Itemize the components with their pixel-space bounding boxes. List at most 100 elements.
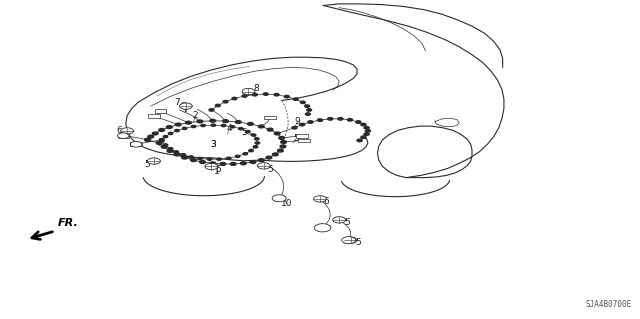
Text: 7: 7 bbox=[174, 99, 180, 108]
Circle shape bbox=[272, 195, 286, 202]
Circle shape bbox=[223, 100, 228, 103]
Circle shape bbox=[259, 159, 264, 161]
Circle shape bbox=[168, 148, 173, 150]
Text: 10: 10 bbox=[281, 199, 292, 208]
Circle shape bbox=[241, 162, 246, 165]
Circle shape bbox=[163, 144, 168, 146]
Circle shape bbox=[263, 93, 268, 95]
Circle shape bbox=[239, 128, 243, 130]
Circle shape bbox=[189, 156, 193, 158]
FancyBboxPatch shape bbox=[131, 142, 142, 146]
Text: 5: 5 bbox=[242, 128, 248, 137]
FancyBboxPatch shape bbox=[317, 226, 328, 230]
Circle shape bbox=[338, 118, 343, 120]
FancyBboxPatch shape bbox=[118, 134, 129, 137]
Circle shape bbox=[266, 156, 272, 159]
Circle shape bbox=[278, 149, 284, 152]
Text: 5: 5 bbox=[145, 160, 150, 169]
Circle shape bbox=[253, 146, 258, 148]
Text: 5: 5 bbox=[355, 238, 361, 247]
Text: 5: 5 bbox=[215, 165, 221, 174]
Circle shape bbox=[159, 139, 164, 141]
Circle shape bbox=[230, 162, 236, 165]
Circle shape bbox=[145, 138, 150, 141]
Circle shape bbox=[252, 93, 257, 96]
Circle shape bbox=[198, 158, 202, 160]
Circle shape bbox=[168, 132, 173, 135]
FancyBboxPatch shape bbox=[264, 116, 276, 120]
Circle shape bbox=[156, 142, 162, 145]
Circle shape bbox=[281, 141, 287, 144]
Circle shape bbox=[118, 133, 129, 138]
Text: 4: 4 bbox=[227, 124, 232, 133]
Circle shape bbox=[167, 150, 173, 152]
Circle shape bbox=[182, 127, 187, 130]
Circle shape bbox=[274, 93, 279, 96]
Circle shape bbox=[243, 153, 248, 155]
Circle shape bbox=[342, 237, 356, 244]
Circle shape bbox=[230, 126, 235, 128]
Circle shape bbox=[305, 105, 310, 108]
Circle shape bbox=[159, 139, 164, 141]
Circle shape bbox=[211, 124, 216, 126]
Circle shape bbox=[121, 128, 134, 134]
Circle shape bbox=[257, 163, 270, 169]
Text: 3: 3 bbox=[210, 140, 216, 149]
Circle shape bbox=[174, 151, 179, 153]
Circle shape bbox=[300, 123, 305, 126]
Circle shape bbox=[174, 153, 180, 156]
Circle shape bbox=[131, 141, 142, 147]
Circle shape bbox=[250, 160, 256, 163]
Circle shape bbox=[284, 95, 289, 98]
Circle shape bbox=[249, 150, 253, 152]
Circle shape bbox=[175, 130, 179, 132]
Circle shape bbox=[268, 128, 273, 131]
Circle shape bbox=[201, 124, 205, 127]
Text: 5: 5 bbox=[344, 218, 349, 227]
Circle shape bbox=[191, 159, 196, 161]
Circle shape bbox=[236, 121, 241, 123]
Circle shape bbox=[300, 101, 305, 104]
Circle shape bbox=[152, 132, 158, 135]
Circle shape bbox=[361, 136, 366, 138]
Circle shape bbox=[179, 103, 192, 109]
Circle shape bbox=[280, 145, 286, 148]
Circle shape bbox=[246, 130, 250, 133]
Circle shape bbox=[242, 95, 247, 97]
Circle shape bbox=[186, 121, 191, 124]
Circle shape bbox=[210, 119, 216, 122]
Circle shape bbox=[252, 134, 256, 136]
Text: 3: 3 bbox=[210, 140, 216, 149]
Circle shape bbox=[255, 138, 259, 140]
Text: 6: 6 bbox=[116, 126, 122, 135]
Circle shape bbox=[217, 158, 221, 160]
Circle shape bbox=[305, 113, 310, 115]
Circle shape bbox=[365, 130, 371, 132]
Circle shape bbox=[364, 126, 369, 129]
Circle shape bbox=[364, 133, 369, 135]
Circle shape bbox=[242, 88, 255, 95]
Circle shape bbox=[175, 123, 181, 126]
Circle shape bbox=[207, 158, 212, 160]
Circle shape bbox=[236, 155, 240, 158]
Circle shape bbox=[348, 119, 353, 121]
FancyBboxPatch shape bbox=[298, 138, 310, 142]
Circle shape bbox=[163, 136, 168, 138]
Circle shape bbox=[259, 125, 264, 128]
Circle shape bbox=[148, 135, 154, 138]
Circle shape bbox=[200, 160, 205, 163]
Circle shape bbox=[148, 158, 161, 164]
Text: 6: 6 bbox=[323, 197, 329, 206]
Circle shape bbox=[279, 137, 285, 139]
Circle shape bbox=[344, 237, 357, 243]
Circle shape bbox=[308, 121, 313, 123]
Circle shape bbox=[161, 145, 167, 148]
Circle shape bbox=[182, 156, 188, 159]
Circle shape bbox=[356, 121, 361, 123]
Circle shape bbox=[145, 138, 150, 141]
Circle shape bbox=[317, 119, 323, 122]
Circle shape bbox=[181, 154, 186, 156]
Circle shape bbox=[209, 109, 214, 111]
Circle shape bbox=[159, 129, 164, 131]
Circle shape bbox=[216, 104, 220, 107]
